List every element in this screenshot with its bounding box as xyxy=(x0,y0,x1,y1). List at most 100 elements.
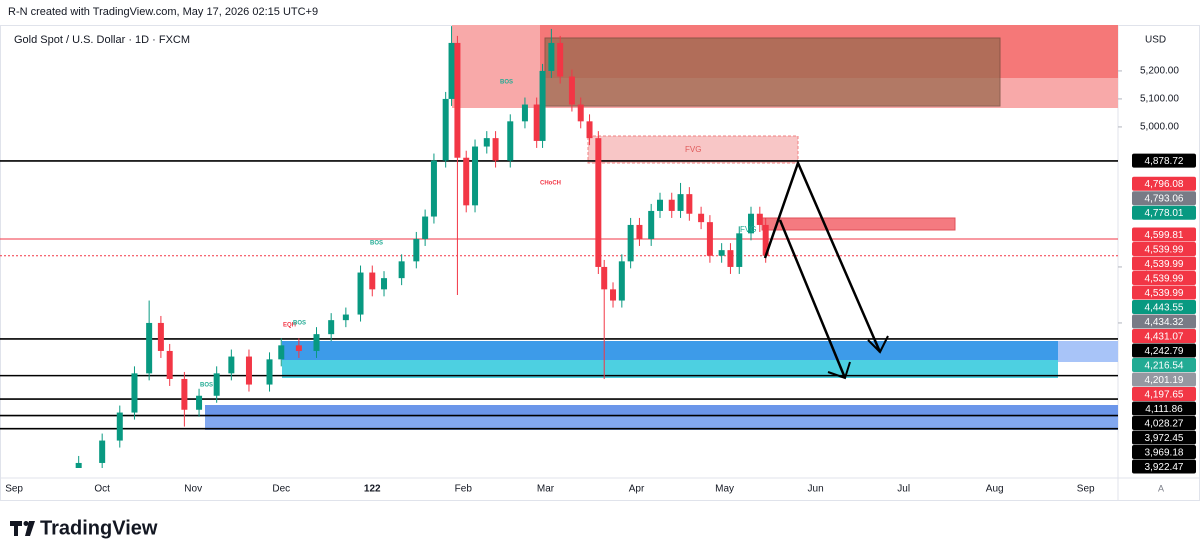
annotation: BOS xyxy=(500,80,513,86)
zones xyxy=(205,25,1118,430)
candle-body xyxy=(548,42,555,71)
candle-body xyxy=(756,213,763,225)
demand-zone xyxy=(282,341,1058,360)
candle-body xyxy=(398,261,405,279)
price-tag xyxy=(1132,300,1196,314)
price-tag xyxy=(1132,314,1196,329)
price-tag xyxy=(1132,445,1196,459)
candle-body xyxy=(245,356,252,385)
candle-body xyxy=(146,322,153,374)
candle-body xyxy=(166,350,173,379)
candle-body xyxy=(181,378,188,410)
price-tag xyxy=(1132,416,1196,430)
candle-body xyxy=(601,266,608,290)
candle-body xyxy=(463,157,470,206)
annotation: CHoCH xyxy=(540,181,561,187)
candle-body xyxy=(636,224,643,239)
candle-body xyxy=(586,121,593,139)
price-tag-label: 3,969.18 xyxy=(1145,447,1184,458)
currency: USD xyxy=(1145,35,1166,46)
candle-body xyxy=(99,440,106,463)
price-tag-label: 3,972.45 xyxy=(1145,433,1184,444)
candle-body xyxy=(677,194,684,211)
candle-body xyxy=(539,70,546,141)
y-tick-label: 5,100.00 xyxy=(1140,94,1179,105)
arrow-head xyxy=(867,335,889,354)
price-tag xyxy=(1132,227,1196,242)
price-tag-label: 3,922.47 xyxy=(1145,462,1184,473)
candle-body xyxy=(472,146,479,206)
candle-body xyxy=(736,233,743,267)
candle-body xyxy=(278,345,285,360)
x-tick-label: Dec xyxy=(272,484,290,495)
candle-body xyxy=(648,210,655,239)
x-tick-label: Nov xyxy=(184,484,202,495)
price-tag xyxy=(1132,205,1196,220)
annotation: BOS xyxy=(293,321,306,327)
price-tag-label: 4,111.86 xyxy=(1145,404,1183,415)
price-tag-label: 4,431.07 xyxy=(1145,331,1184,342)
candle-body xyxy=(413,238,420,262)
candle-body xyxy=(727,250,734,267)
price-tag-label: 4,796.08 xyxy=(1145,179,1184,190)
price-tag-label: 4,599.81 xyxy=(1145,230,1184,241)
candle-body xyxy=(116,412,123,441)
brand: TradingView xyxy=(40,517,158,539)
price-tag-label: 4,539.99 xyxy=(1145,259,1184,270)
price-tag xyxy=(1132,176,1196,191)
candles xyxy=(75,26,769,468)
credit: R-N created with TradingView.com, May 17… xyxy=(8,6,318,18)
price-tag xyxy=(1132,271,1196,285)
candle-body xyxy=(196,395,203,410)
candle-body xyxy=(618,261,625,301)
candle-body xyxy=(342,314,349,321)
candle-body xyxy=(492,138,499,161)
candle-body xyxy=(748,213,755,234)
candle-body xyxy=(75,462,82,468)
auto-scale-button[interactable]: A xyxy=(1158,483,1164,493)
candle-body xyxy=(533,104,540,141)
candle-body xyxy=(706,222,713,256)
price-tag xyxy=(1132,153,1196,168)
order-block xyxy=(544,37,1001,107)
candle-body xyxy=(430,160,437,217)
x-tick-label: Aug xyxy=(986,484,1004,495)
price-tag xyxy=(1132,430,1196,445)
annotation: BOS xyxy=(200,383,213,389)
candle-body xyxy=(266,359,273,385)
candle-body xyxy=(521,104,528,122)
demand-zone xyxy=(1058,341,1118,362)
candle-body xyxy=(328,320,335,335)
logo: TradingView xyxy=(10,517,158,539)
price-tag-label: 4,878.72 xyxy=(1145,156,1184,167)
price-tag xyxy=(1132,242,1196,256)
price-tag-label: 4,201.19 xyxy=(1145,375,1184,386)
x-tick-label: Mar xyxy=(537,484,555,495)
price-tag-label: 4,216.54 xyxy=(1145,360,1184,371)
price-tag-label: 4,539.99 xyxy=(1145,273,1184,284)
arrow-head xyxy=(827,361,851,380)
x-tick-label: Sep xyxy=(1077,484,1095,495)
price-tag-label: 4,028.27 xyxy=(1145,418,1184,429)
candle-body xyxy=(483,138,490,147)
x-tick-label: May xyxy=(715,484,734,495)
candle-body xyxy=(507,121,514,161)
price-tag xyxy=(1132,459,1196,474)
candle-body xyxy=(442,98,449,161)
candle-body xyxy=(422,216,429,239)
price-tag-label: 4,443.55 xyxy=(1145,302,1184,313)
price-tag xyxy=(1132,358,1196,372)
x-tick-label: Jun xyxy=(808,484,824,495)
candle-body xyxy=(668,199,675,211)
price-tags: 4,878.72 4,796.08 4,793.06 4,778.01 4,599.81… xyxy=(1132,153,1196,474)
candle-body xyxy=(213,373,220,396)
candle-body xyxy=(557,42,564,77)
annotation: FVG xyxy=(740,225,756,234)
candle-body xyxy=(627,224,634,262)
candle-body xyxy=(686,194,693,214)
price-tag-label: 4,539.99 xyxy=(1145,244,1184,255)
y-tick-label: 5,000.00 xyxy=(1140,122,1179,133)
x-tick-label: Jul xyxy=(897,484,910,495)
demand-zone xyxy=(282,360,1058,378)
